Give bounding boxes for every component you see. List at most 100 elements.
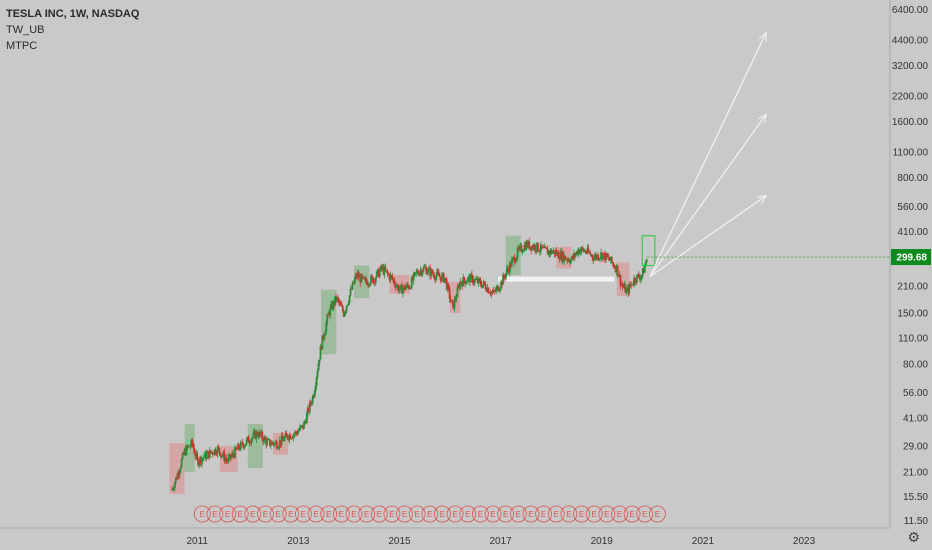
indicator-tw-ub[interactable]: TW_UB bbox=[6, 24, 45, 36]
earnings-marker-label: E bbox=[301, 510, 306, 519]
up-candle bbox=[260, 432, 263, 435]
down-candle bbox=[226, 460, 229, 462]
projection-arrow-head bbox=[757, 194, 768, 204]
projection-arrow[interactable] bbox=[649, 195, 767, 278]
earnings-marker[interactable] bbox=[446, 505, 464, 523]
earnings-marker[interactable] bbox=[585, 505, 603, 523]
earnings-marker-label: E bbox=[275, 510, 280, 519]
up-candle bbox=[190, 439, 193, 446]
earnings-marker[interactable] bbox=[320, 505, 338, 523]
down-candle bbox=[612, 263, 615, 267]
down-candle bbox=[439, 276, 441, 278]
up-candle bbox=[276, 448, 279, 449]
earnings-marker[interactable] bbox=[396, 505, 413, 523]
projection-arrow[interactable] bbox=[649, 32, 767, 277]
earnings-marker[interactable] bbox=[648, 505, 666, 523]
earnings-marker[interactable] bbox=[332, 505, 350, 523]
down-candle bbox=[504, 277, 506, 279]
up-candle bbox=[428, 267, 431, 269]
earnings-marker[interactable] bbox=[434, 505, 451, 523]
down-candle bbox=[372, 276, 374, 283]
gear-icon[interactable]: ⚙ bbox=[907, 529, 920, 545]
earnings-marker[interactable] bbox=[295, 505, 312, 523]
up-candle bbox=[216, 446, 219, 455]
earnings-marker[interactable] bbox=[471, 505, 489, 523]
earnings-marker[interactable] bbox=[282, 505, 300, 523]
earnings-marker[interactable] bbox=[219, 505, 236, 523]
earnings-marker[interactable] bbox=[573, 505, 590, 523]
earnings-marker[interactable] bbox=[497, 505, 515, 523]
indicator-mtpc[interactable]: MTPC bbox=[6, 40, 38, 52]
down-candle bbox=[387, 273, 390, 275]
earnings-marker[interactable] bbox=[193, 505, 211, 523]
down-candle bbox=[544, 246, 547, 249]
y-tick-label: 110.00 bbox=[898, 334, 928, 345]
earnings-marker[interactable] bbox=[623, 505, 641, 523]
up-candle bbox=[609, 256, 612, 261]
earnings-marker[interactable] bbox=[547, 505, 565, 523]
earnings-marker[interactable] bbox=[370, 505, 388, 523]
up-candle bbox=[330, 303, 333, 308]
earnings-marker[interactable] bbox=[408, 505, 426, 523]
earnings-marker[interactable] bbox=[636, 505, 654, 523]
up-candle bbox=[243, 445, 246, 448]
down-candle bbox=[484, 284, 487, 290]
earnings-marker[interactable] bbox=[257, 505, 274, 523]
earnings-marker[interactable] bbox=[560, 505, 578, 523]
earnings-marker[interactable] bbox=[598, 505, 616, 523]
earnings-marker[interactable] bbox=[535, 505, 553, 523]
up-candle bbox=[543, 246, 546, 249]
y-tick-label: 1600.00 bbox=[892, 117, 929, 128]
down-candle bbox=[624, 284, 627, 293]
down-candle bbox=[444, 278, 447, 280]
up-candle bbox=[198, 462, 201, 466]
up-candle bbox=[510, 260, 513, 267]
earnings-marker[interactable] bbox=[269, 505, 287, 523]
up-candle bbox=[459, 281, 462, 289]
up-candle bbox=[321, 335, 324, 350]
down-candle bbox=[265, 439, 268, 445]
earnings-marker[interactable] bbox=[611, 505, 628, 523]
projection-arrow[interactable] bbox=[649, 114, 767, 278]
earnings-marker[interactable] bbox=[307, 505, 325, 523]
earnings-marker[interactable] bbox=[459, 505, 477, 523]
earnings-marker[interactable] bbox=[244, 505, 262, 523]
down-candle bbox=[438, 273, 440, 277]
up-candle bbox=[620, 284, 623, 286]
up-candle bbox=[536, 242, 538, 251]
down-candle bbox=[335, 296, 337, 301]
earnings-marker[interactable] bbox=[522, 505, 540, 523]
up-candle bbox=[552, 250, 555, 252]
down-candle bbox=[503, 274, 505, 278]
earnings-marker[interactable] bbox=[509, 505, 527, 523]
earnings-marker[interactable] bbox=[484, 505, 502, 523]
x-tick-label: 2019 bbox=[591, 536, 614, 547]
earnings-marker[interactable] bbox=[206, 505, 224, 523]
earnings-marker-label: E bbox=[313, 510, 318, 519]
down-candle bbox=[639, 277, 641, 280]
y-tick-label: 15.50 bbox=[903, 492, 928, 503]
up-candle bbox=[419, 270, 422, 273]
up-candle bbox=[389, 274, 392, 280]
earnings-marker[interactable] bbox=[421, 505, 439, 523]
symbol-title[interactable]: TESLA INC, 1W, NASDAQ bbox=[6, 8, 140, 20]
down-candle bbox=[296, 432, 299, 435]
earnings-marker[interactable] bbox=[345, 505, 363, 523]
down-candle bbox=[478, 278, 481, 281]
down-candle bbox=[432, 273, 435, 275]
earnings-marker[interactable] bbox=[358, 505, 376, 523]
up-candle bbox=[172, 488, 175, 490]
up-candle bbox=[266, 439, 268, 445]
up-candle bbox=[516, 248, 519, 258]
earnings-marker[interactable] bbox=[231, 505, 249, 523]
up-candle bbox=[522, 250, 525, 252]
down-candle bbox=[257, 435, 260, 437]
up-candle bbox=[324, 331, 327, 336]
down-candle bbox=[578, 249, 581, 254]
earnings-marker[interactable] bbox=[383, 505, 401, 523]
up-candle bbox=[395, 285, 398, 288]
up-candle bbox=[332, 301, 335, 310]
earnings-marker-label: E bbox=[250, 510, 255, 519]
up-candle bbox=[477, 278, 480, 284]
